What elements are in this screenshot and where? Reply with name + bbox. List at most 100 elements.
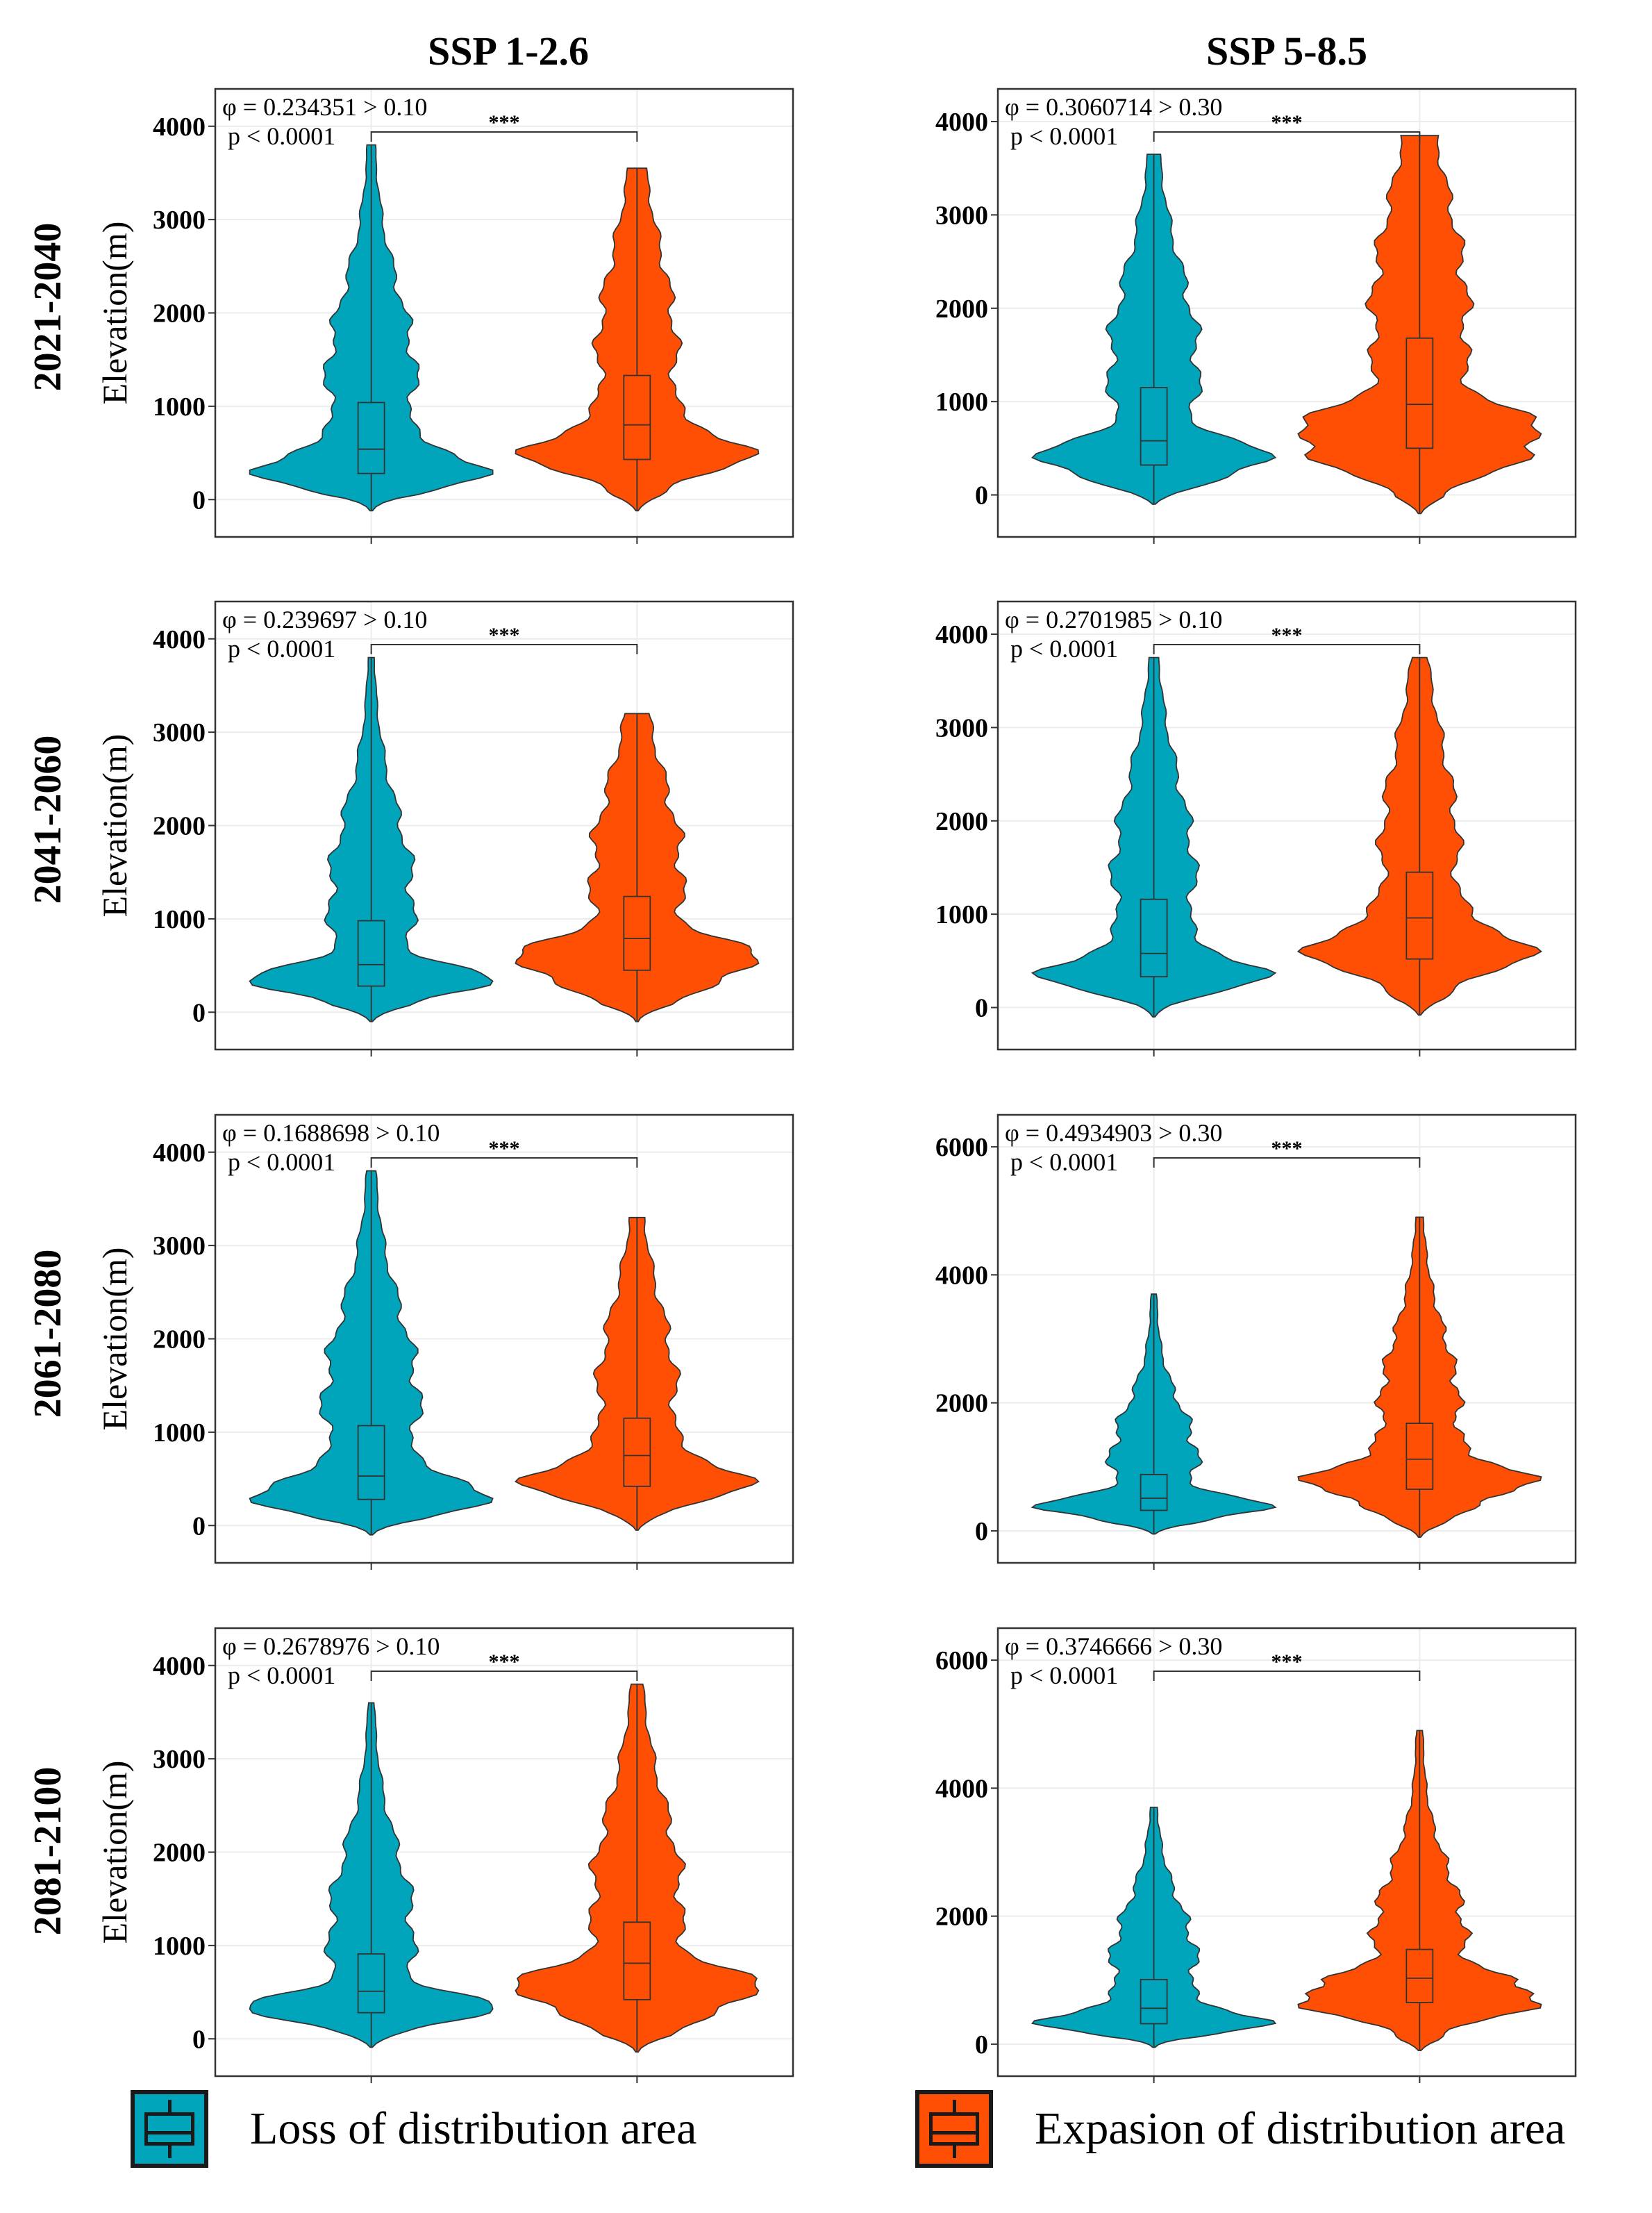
phi-annotation: φ = 0.3060714 > 0.30 [1005, 93, 1222, 121]
p-value-annotation: p < 0.0001 [228, 122, 335, 150]
row-label-2021-2040: 2021-2040 [26, 222, 69, 392]
y-tick-label: 0 [192, 2025, 206, 2054]
significance-stars: *** [1271, 1650, 1303, 1673]
legend-label-expansion: Expasion of distribution area [1035, 2103, 1566, 2154]
significance-bracket [1153, 1157, 1421, 1168]
y-tick-label: 3000 [153, 206, 206, 235]
y-tick-label: 0 [192, 1511, 206, 1541]
panel-frame [996, 600, 1577, 1051]
box [1140, 1978, 1168, 2025]
y-tick-label: 4000 [935, 1774, 988, 1803]
significance-stars: *** [1271, 624, 1303, 647]
violin-panel-3: 0 1000 2000 3000 4000 Elevation(m) φ = 0.23969… [95, 600, 794, 1056]
box [1405, 337, 1434, 449]
significance-stars: *** [1271, 111, 1303, 134]
y-tick-label: 2000 [935, 807, 988, 836]
legend-expansion: Expasion of distribution area [915, 2087, 1565, 2171]
y-tick-label: 4000 [153, 1652, 206, 1681]
violin-panel-7: 0 1000 2000 3000 4000 Elevation(m) φ = 0.26789… [95, 1627, 794, 2083]
boxplot-icon [131, 2090, 208, 2168]
p-value-annotation: p < 0.0001 [228, 1661, 335, 1689]
y-tick-label: 4000 [153, 113, 206, 142]
y-tick-label: 2000 [935, 295, 988, 324]
panel-frame [996, 88, 1577, 538]
y-tick-label: 4000 [935, 620, 988, 649]
y-tick-label: 4000 [153, 625, 206, 654]
y-tick-label: 3000 [153, 1745, 206, 1774]
y-tick-label: 1000 [153, 1418, 206, 1448]
significance-stars: *** [489, 111, 520, 134]
phi-annotation: φ = 0.4934903 > 0.30 [1005, 1119, 1222, 1147]
significance-bracket [370, 1671, 638, 1681]
y-tick-label: 6000 [935, 1646, 988, 1675]
boxplot-icon [915, 2090, 993, 2168]
significance-bracket [1153, 131, 1421, 142]
y-tick-label: 2000 [935, 1903, 988, 1932]
violin-panel-2: 0 1000 2000 3000 4000 φ = 0.3060714 > 0.30p <… [935, 88, 1577, 544]
box [1140, 1473, 1168, 1511]
significance-stars: *** [1271, 1137, 1303, 1160]
y-tick-label: 0 [975, 481, 988, 511]
p-value-annotation: p < 0.0001 [228, 635, 335, 663]
y-tick-label: 2000 [153, 1839, 206, 1868]
phi-annotation: φ = 0.239697 > 0.10 [222, 606, 427, 633]
p-value-annotation: p < 0.0001 [228, 1148, 335, 1176]
column-title-ssp585: SSP 5-8.5 [1205, 28, 1368, 74]
significance-bracket [370, 1157, 638, 1168]
p-value-annotation: p < 0.0001 [1010, 635, 1118, 663]
y-tick-label: 3000 [153, 718, 206, 747]
significance-bracket [370, 131, 638, 142]
y-tick-label: 3000 [935, 201, 988, 230]
y-tick-label: 4000 [935, 108, 988, 137]
box [623, 895, 651, 971]
phi-annotation: φ = 0.3746666 > 0.30 [1005, 1632, 1222, 1660]
y-tick-label: 3000 [153, 1232, 206, 1261]
box [623, 1417, 651, 1487]
y-tick-label: 1000 [153, 1932, 206, 1961]
row-label-2081-2100: 2081-2100 [26, 1766, 69, 1936]
y-tick-label: 1000 [935, 900, 988, 929]
violin-panel-6: 0 2000 4000 6000 φ = 0.4934903 > 0.30p < 0.0… [935, 1113, 1577, 1570]
y-tick-label: 6000 [935, 1133, 988, 1162]
significance-bracket [370, 644, 638, 654]
box [357, 1953, 385, 2014]
y-axis-title: Elevation(m) [95, 1761, 134, 1944]
panel-frame [996, 1113, 1577, 1564]
phi-annotation: φ = 0.2678976 > 0.10 [222, 1632, 440, 1660]
violin-panel-8: 0 2000 4000 6000 φ = 0.3746666 > 0.30p < 0.0… [935, 1627, 1577, 2083]
y-axis-title: Elevation(m) [95, 1248, 134, 1431]
phi-annotation: φ = 0.234351 > 0.10 [222, 93, 427, 121]
box [357, 920, 385, 987]
box [1140, 898, 1168, 978]
y-tick-label: 2000 [153, 812, 206, 841]
violin-panel-5: 0 1000 2000 3000 4000 Elevation(m) φ = 0.16886… [95, 1113, 794, 1570]
significance-stars: *** [489, 1650, 520, 1673]
box [1405, 871, 1434, 960]
p-value-annotation: p < 0.0001 [1010, 1148, 1118, 1176]
y-tick-label: 2000 [153, 299, 206, 329]
row-label-2061-2080: 2061-2080 [26, 1249, 69, 1418]
y-tick-label: 1000 [935, 388, 988, 417]
box [357, 1425, 385, 1500]
legend-loss: Loss of distribution area [131, 2087, 696, 2171]
row-label-2041-2060: 2041-2060 [26, 735, 69, 904]
legend-label-loss: Loss of distribution area [250, 2103, 697, 2154]
y-tick-label: 0 [975, 1517, 988, 1546]
y-tick-label: 0 [192, 998, 206, 1027]
box [623, 374, 651, 461]
violin-panel-1: 0 1000 2000 3000 4000 Elevation(m) φ = 0.23435… [95, 88, 794, 544]
phi-annotation: φ = 0.1688698 > 0.10 [222, 1119, 440, 1147]
significance-stars: *** [489, 1137, 520, 1160]
y-tick-label: 0 [975, 994, 988, 1023]
box [357, 401, 385, 474]
y-tick-label: 2000 [153, 1325, 206, 1354]
significance-bracket [1153, 644, 1421, 654]
p-value-annotation: p < 0.0001 [1010, 122, 1118, 150]
y-axis-title: Elevation(m) [95, 734, 134, 918]
y-tick-label: 0 [192, 486, 206, 515]
y-tick-label: 4000 [153, 1138, 206, 1168]
y-tick-label: 0 [975, 2030, 988, 2059]
box [1405, 1948, 1434, 2003]
y-tick-label: 1000 [153, 905, 206, 934]
box [623, 1921, 651, 2000]
